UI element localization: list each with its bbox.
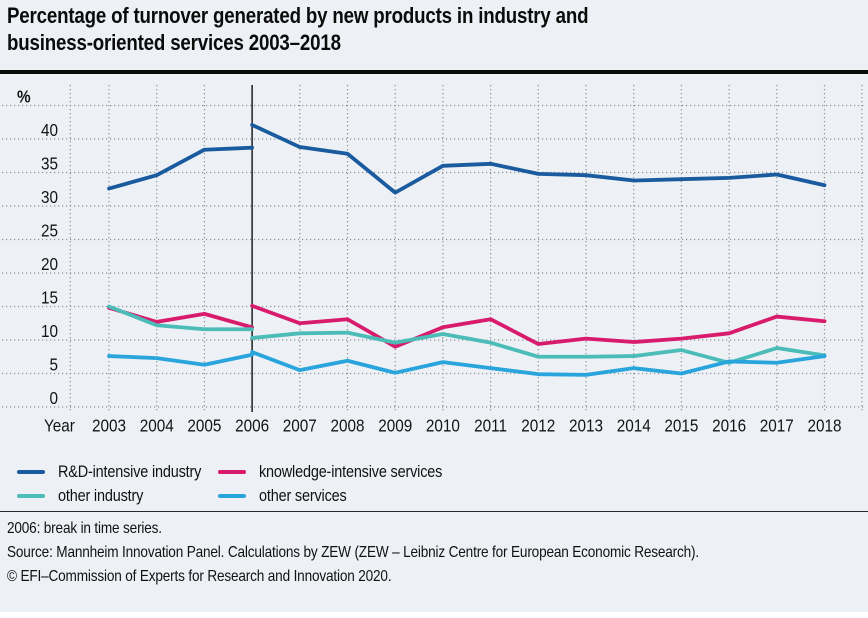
x-tick-label-2014: 2014 (617, 415, 651, 435)
x-tick-label-2013: 2013 (569, 415, 603, 435)
x-tick-label-2018: 2018 (807, 415, 841, 435)
x-axis-title: Year (44, 415, 75, 435)
footnote-break-note: 2006: break in time series. (7, 520, 162, 537)
y-tick-label-35: 35 (41, 153, 58, 173)
legend-swatch-knowledge-intensive-services (218, 469, 246, 475)
bottom-strip (0, 612, 868, 618)
footnotes: 2006: break in time series. Source: Mann… (7, 517, 821, 589)
y-tick-label-10: 10 (41, 321, 58, 341)
y-tick-label-0: 0 (49, 388, 58, 408)
x-tick-label-2016: 2016 (712, 415, 746, 435)
x-tick-label-2015: 2015 (664, 415, 698, 435)
legend-label-other-industry: other industry (58, 486, 144, 505)
series-line-1-post_break (250, 303, 827, 349)
title-line-2: business-oriented services 2003–2018 (7, 30, 341, 55)
x-tick-label-2003: 2003 (92, 415, 126, 435)
legend-swatch-other-services (218, 493, 246, 499)
header-rule (0, 70, 868, 74)
x-tick-label-2011: 2011 (474, 415, 507, 435)
footer-rule (0, 511, 868, 512)
legend-item-other-services: other services (218, 486, 362, 505)
footnote-copyright: © EFI–Commission of Experts for Research… (7, 568, 392, 585)
legend-item-other-industry: other industry (17, 486, 158, 505)
legend-label-rd-intensive-industry: R&D-intensive industry (58, 462, 202, 481)
series-line-0-post_break (250, 123, 827, 195)
x-tick-label-2017: 2017 (760, 415, 794, 435)
x-tick-label-2012: 2012 (521, 415, 555, 435)
legend-item-rd-intensive-industry: R&D-intensive industry (17, 462, 227, 481)
series-line-3-pre_break (107, 352, 255, 367)
x-tick-label-2007: 2007 (283, 415, 317, 435)
y-axis-unit-label: % (17, 86, 31, 106)
series-line-1-pre_break (107, 305, 255, 330)
y-tick-label-20: 20 (41, 254, 58, 274)
legend-label-knowledge-intensive-services: knowledge-intensive services (259, 462, 443, 481)
x-tick-label-2010: 2010 (426, 415, 460, 435)
x-tick-label-2009: 2009 (378, 415, 412, 435)
x-tick-label-2004: 2004 (140, 415, 174, 435)
series-line-0-pre_break (107, 145, 255, 191)
series-line-2-pre_break (107, 304, 255, 332)
page-title: Percentage of turnover generated by new … (7, 2, 691, 56)
y-tick-label-25: 25 (41, 220, 58, 240)
legend-label-other-services: other services (259, 486, 347, 505)
y-tick-label-30: 30 (41, 187, 58, 207)
x-tick-label-2005: 2005 (187, 415, 221, 435)
y-tick-label-5: 5 (49, 354, 58, 374)
x-tick-label-2006: 2006 (235, 415, 269, 435)
y-tick-label-15: 15 (41, 287, 58, 307)
legend-item-knowledge-intensive-services: knowledge-intensive services (218, 462, 475, 481)
y-tick-label-40: 40 (41, 120, 58, 140)
legend-swatch-rd-intensive-industry (17, 469, 45, 475)
legend-swatch-other-industry (17, 493, 45, 499)
series-line-3-post_break (250, 350, 827, 377)
footnote-source: Source: Mannheim Innovation Panel. Calcu… (7, 544, 700, 561)
x-tick-label-2008: 2008 (330, 415, 364, 435)
title-line-1: Percentage of turnover generated by new … (7, 3, 589, 28)
